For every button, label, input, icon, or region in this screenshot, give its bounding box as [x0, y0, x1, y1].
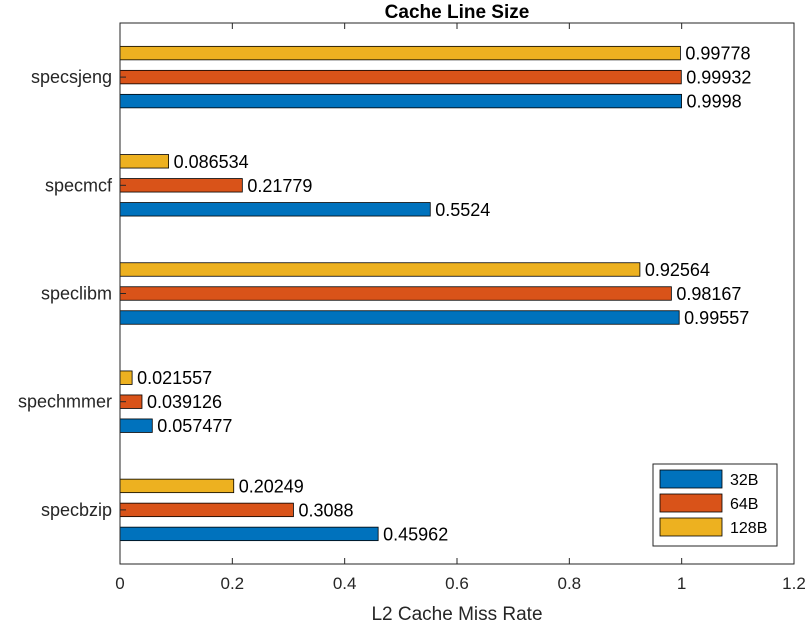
data-label: 0.057477 [157, 416, 232, 436]
x-tick-label: 0 [115, 574, 124, 593]
data-label: 0.3088 [298, 500, 353, 520]
x-tick-label: 0.6 [445, 574, 469, 593]
data-label: 0.5524 [435, 200, 490, 220]
data-label: 0.086534 [174, 152, 249, 172]
data-label: 0.021557 [137, 368, 212, 388]
legend-swatch [659, 493, 723, 513]
bar-64B [119, 286, 672, 301]
x-tick-label: 0.4 [333, 574, 357, 593]
data-label: 0.99778 [685, 44, 750, 64]
x-tick-label: 0.8 [558, 574, 582, 593]
legend-label: 32B [730, 472, 758, 489]
bar-128B [119, 154, 170, 169]
y-category-label: specbzip [41, 500, 112, 520]
bar-32B [119, 93, 682, 109]
data-label: 0.98167 [676, 284, 741, 304]
bar-64B [119, 178, 243, 193]
bars [119, 45, 682, 542]
y-category-label: specmcf [45, 175, 113, 195]
legend: 32B 64B 128B [652, 463, 778, 547]
data-label: 0.21779 [247, 176, 312, 196]
bar-128B [119, 478, 235, 494]
bar-32B [119, 310, 680, 325]
bar-32B [119, 526, 379, 542]
y-category-label: speclibm [41, 284, 112, 304]
bar-128B [119, 45, 681, 61]
data-label: 0.20249 [239, 476, 304, 496]
data-label: 0.9998 [687, 92, 742, 112]
data-label: 0.92564 [645, 260, 710, 280]
y-axis-categories: specbzip spechmmer speclibm specmcf specsjen… [18, 67, 126, 520]
x-tick-label: 0.2 [221, 574, 245, 593]
data-label: 0.45962 [383, 524, 448, 544]
data-label: 0.99557 [684, 308, 749, 328]
bar-32B [119, 418, 153, 433]
chart-title: Cache Line Size [385, 2, 530, 23]
legend-label: 128B [730, 520, 767, 537]
bar-64B [119, 502, 294, 518]
bar-32B [119, 202, 431, 217]
x-tick-label: 1 [677, 574, 686, 593]
x-axis-label: L2 Cache Miss Rate [371, 604, 542, 625]
data-label: 0.99932 [686, 68, 751, 88]
bar-128B [119, 262, 641, 277]
legend-swatch [659, 469, 723, 489]
legend-swatch [659, 517, 723, 537]
x-axis-ticks: 0 0.2 0.4 0.6 0.8 1 1.2 [115, 23, 806, 593]
y-category-label: specsjeng [31, 67, 112, 87]
data-label: 0.039126 [147, 392, 222, 412]
data-labels: 0.45962 0.3088 0.20249 0.057477 0.039126 0.02… [137, 44, 751, 545]
bar-64B [119, 69, 682, 85]
legend-label: 64B [730, 496, 758, 513]
bar-128B [119, 370, 133, 385]
y-category-label: spechmmer [18, 392, 112, 412]
x-tick-label: 1.2 [782, 574, 806, 593]
